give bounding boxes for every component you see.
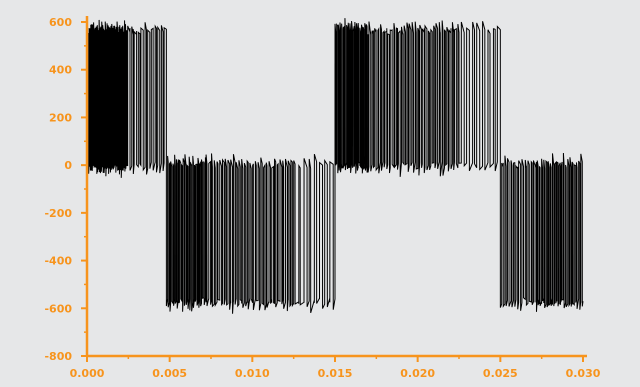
series-line — [88, 18, 584, 314]
x-tick-label: 0.015 — [318, 367, 353, 380]
x-tick-label: 0.030 — [566, 367, 601, 380]
y-tick-label: 200 — [49, 111, 72, 124]
tick-labels: 600 400 200 0 -200 -400 -600 -800 0.000 0.005 0.01… — [44, 16, 600, 380]
y-tick-label: 400 — [49, 64, 72, 77]
x-tick-label: 0.020 — [400, 367, 435, 380]
y-tick-label: -400 — [44, 255, 72, 268]
y-tick-label: -200 — [44, 207, 72, 220]
y-tick-label: -800 — [44, 350, 72, 363]
x-tick-label: 0.025 — [483, 367, 518, 380]
y-tick-label: 600 — [49, 16, 72, 29]
y-tick-label: 0 — [64, 159, 72, 172]
waveform-trace — [88, 18, 584, 314]
x-tick-label: 0.010 — [235, 367, 270, 380]
axes — [81, 16, 587, 362]
x-tick-label: 0.005 — [152, 367, 187, 380]
y-tick-label: -600 — [44, 302, 72, 315]
x-tick-label: 0.000 — [70, 367, 105, 380]
